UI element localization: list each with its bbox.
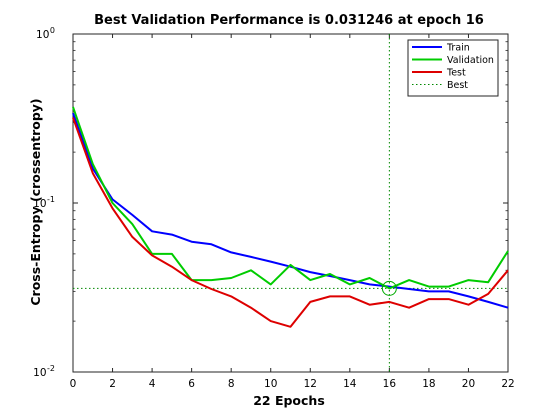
- x-tick-label: 14: [343, 378, 357, 390]
- x-tick-label: 6: [188, 378, 195, 390]
- x-tick-label: 16: [383, 378, 397, 390]
- best-point-marker: [381, 280, 397, 296]
- x-tick-label: 2: [109, 378, 116, 390]
- chart-title: Best Validation Performance is 0.031246 …: [94, 13, 484, 28]
- y-tick-label: 10-2: [33, 364, 55, 379]
- legend-label-test: Test: [446, 68, 466, 79]
- x-tick-label: 20: [462, 378, 475, 390]
- legend-label-validation: Validation: [447, 55, 494, 66]
- x-tick-label: 22: [501, 378, 514, 390]
- x-tick-label: 4: [149, 378, 156, 390]
- legend-label-train: Train: [446, 43, 470, 54]
- x-tick-label: 8: [228, 378, 235, 390]
- series-line-train: [72, 112, 509, 309]
- x-tick-label: 12: [304, 378, 317, 390]
- series-line-test: [72, 117, 509, 328]
- series-line-validation: [72, 106, 509, 290]
- x-tick-label: 0: [70, 378, 77, 390]
- x-tick-label: 18: [422, 378, 435, 390]
- x-tick-label: 10: [264, 378, 277, 390]
- legend-box: [407, 39, 499, 97]
- y-axis-label: Cross-Entropy (crossentropy): [28, 98, 43, 305]
- y-tick-label: 100: [36, 26, 55, 41]
- legend-label-best: Best: [447, 80, 468, 91]
- plot-area: 0 2 4 6 8 10 12 14 16 18 20 2210-210-1100TrainValid…: [33, 26, 515, 390]
- x-axis-label: 22 Epochs: [253, 393, 325, 408]
